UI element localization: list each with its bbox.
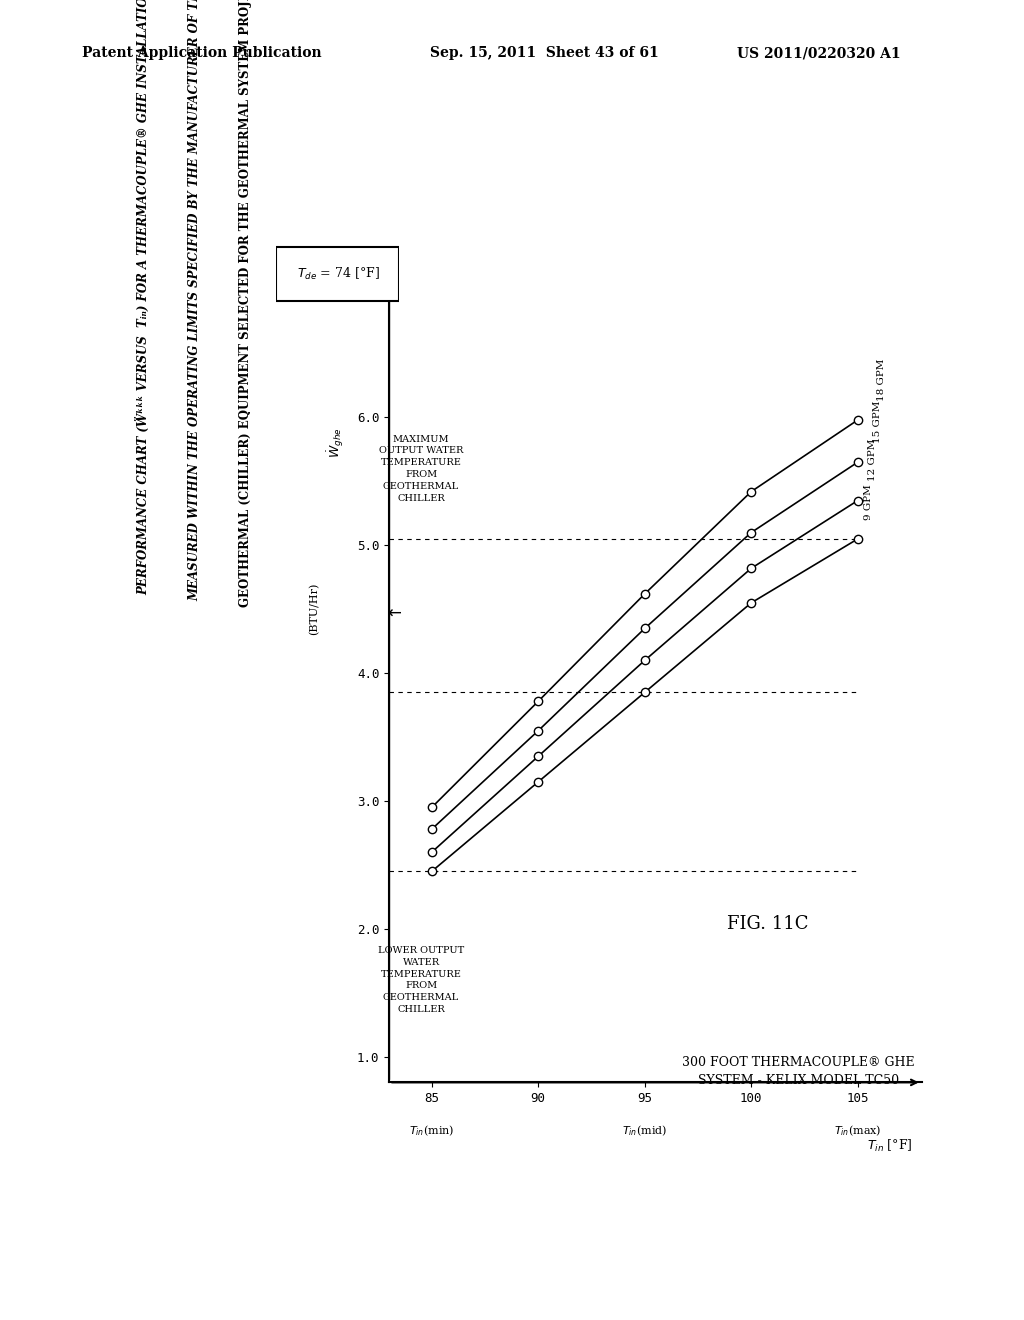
Text: $T_{de}$ = 74 [°F]: $T_{de}$ = 74 [°F] (297, 265, 379, 282)
Text: PERFORMANCE CHART (Ẅᵏᵏᵏ VERSUS  Tᵢₙ) FOR A THERMACOUPLE® GHE INSTALLATION: PERFORMANCE CHART (Ẅᵏᵏᵏ VERSUS Tᵢₙ) FOR … (136, 0, 151, 595)
Text: Patent Application Publication: Patent Application Publication (82, 46, 322, 61)
Text: $T_{in}$(min): $T_{in}$(min) (409, 1123, 455, 1138)
Text: $\dot{W}_{ghe}$: $\dot{W}_{ghe}$ (326, 428, 346, 458)
Text: $\dot{W}_{ghe}$: $\dot{W}_{ghe}$ (338, 277, 372, 300)
Text: (BTU/Hr): (BTU/Hr) (309, 583, 319, 635)
Text: ←: ← (387, 605, 401, 623)
Text: FIG. 11C: FIG. 11C (727, 915, 809, 933)
Text: $T_{in}$(mid): $T_{in}$(mid) (622, 1123, 668, 1138)
Text: US 2011/0220320 A1: US 2011/0220320 A1 (737, 46, 901, 61)
Text: 18 GPM: 18 GPM (877, 359, 886, 401)
Text: Sep. 15, 2011  Sheet 43 of 61: Sep. 15, 2011 Sheet 43 of 61 (430, 46, 658, 61)
Text: GEOTHERMAL (CHILLER) EQUIPMENT SELECTED FOR THE GEOTHERMAL SYSTEM PROJECT: GEOTHERMAL (CHILLER) EQUIPMENT SELECTED … (240, 0, 252, 607)
FancyBboxPatch shape (276, 247, 399, 301)
Text: 15 GPM: 15 GPM (872, 401, 882, 444)
Text: $T_{in}$(max): $T_{in}$(max) (834, 1123, 882, 1138)
Text: LOWER OUTPUT
WATER
TEMPERATURE
FROM
GEOTHERMAL
CHILLER: LOWER OUTPUT WATER TEMPERATURE FROM GEOT… (378, 946, 464, 1014)
Text: 9 GPM: 9 GPM (864, 484, 873, 520)
Text: MAXIMUM
OUTPUT WATER
TEMPERATURE
FROM
GEOTHERMAL
CHILLER: MAXIMUM OUTPUT WATER TEMPERATURE FROM GE… (379, 434, 463, 503)
Text: 300 FOOT THERMACOUPLE® GHE
SYSTEM - KELIX MODEL TC50: 300 FOOT THERMACOUPLE® GHE SYSTEM - KELI… (682, 1056, 915, 1086)
Text: MEASURED WITHIN THE OPERATING LIMITS SPECIFIED BY THE MANUFACTURER OF THE: MEASURED WITHIN THE OPERATING LIMITS SPE… (188, 0, 201, 601)
Text: 12 GPM: 12 GPM (868, 440, 878, 482)
Text: $T_{in}$ [°F]: $T_{in}$ [°F] (867, 1138, 912, 1155)
